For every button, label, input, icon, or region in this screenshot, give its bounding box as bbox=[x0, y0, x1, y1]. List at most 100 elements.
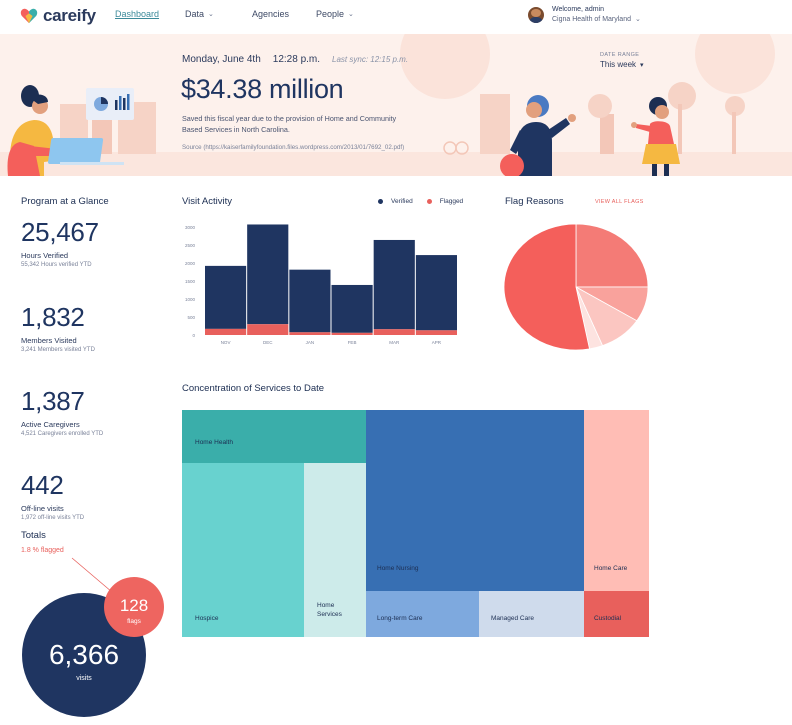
treemap-label: Custodial bbox=[594, 615, 622, 622]
app-logo[interactable]: careify bbox=[20, 6, 96, 26]
legend-verified[interactable]: Verified bbox=[378, 198, 413, 205]
treemap-cell-home-services[interactable]: Home Services bbox=[304, 463, 366, 637]
chevron-down-icon: ⌄ bbox=[635, 16, 641, 23]
hero-date: Monday, June 4th bbox=[182, 54, 261, 65]
bar-flagged[interactable] bbox=[205, 328, 247, 335]
bar-flagged[interactable] bbox=[247, 324, 289, 335]
stat-label: Hours Verified bbox=[21, 251, 69, 260]
user-menu[interactable]: Welcome, admin Cigna Health of Maryland … bbox=[528, 5, 641, 25]
hero-illustration bbox=[0, 34, 792, 176]
flags-label: flags bbox=[127, 618, 141, 625]
x-tick-label: MAR bbox=[389, 340, 400, 345]
y-tick-label: 3000 bbox=[185, 225, 196, 230]
nav-people[interactable]: People ⌄ bbox=[316, 9, 354, 19]
app-name: careify bbox=[43, 6, 96, 25]
glance-title: Program at a Glance bbox=[21, 196, 109, 207]
flags-value: 128 bbox=[120, 596, 148, 615]
stat-value: 1,387 bbox=[21, 386, 85, 416]
treemap-label: Managed Care bbox=[491, 615, 534, 622]
bar-verified[interactable] bbox=[247, 224, 289, 325]
stat-value: 25,467 bbox=[21, 217, 99, 247]
y-tick-label: 1500 bbox=[185, 279, 196, 284]
treemap-label: Home Health bbox=[195, 439, 233, 446]
pie-slice[interactable] bbox=[575, 223, 649, 288]
stat-sub: 55,342 Hours verified YTD bbox=[21, 262, 92, 268]
treemap-label: Home Services bbox=[317, 602, 342, 618]
visits-value: 6,366 bbox=[49, 639, 119, 670]
treemap-cell-home-health[interactable]: Home Health bbox=[182, 410, 304, 463]
bar-verified[interactable] bbox=[373, 239, 415, 330]
visit-legend: Verified Flagged bbox=[378, 198, 463, 205]
pie-slice[interactable] bbox=[503, 223, 590, 351]
stat-sub: 3,241 Members visited YTD bbox=[21, 347, 95, 353]
totals-bubbles: 6,366 visits 128 flags bbox=[22, 557, 164, 717]
stat-sub: 4,521 Caregivers enrolled YTD bbox=[21, 431, 104, 437]
treemap-cell-home-nursing[interactable]: Home Nursing bbox=[366, 410, 584, 591]
treemap-cell-long-term-care[interactable]: Long-term Care bbox=[366, 591, 479, 637]
last-sync: Last sync: 12:15 p.m. bbox=[332, 55, 409, 64]
x-tick-label: APR bbox=[432, 340, 442, 345]
nav-data[interactable]: Data ⌄ bbox=[185, 9, 252, 19]
treemap-label: Home Care bbox=[594, 565, 628, 572]
nav-people-label: People bbox=[316, 9, 345, 19]
treemap-cell-custodial[interactable]: Custodial bbox=[584, 591, 649, 637]
stat-caregivers: 1,387 Active Caregivers 4,521 Caregivers… bbox=[21, 387, 103, 437]
treemap-cell-home-care[interactable]: Home Care bbox=[584, 410, 649, 591]
nav-agencies[interactable]: Agencies bbox=[252, 9, 316, 19]
chevron-down-icon: ⌄ bbox=[208, 11, 214, 18]
stat-label: Active Caregivers bbox=[21, 420, 80, 429]
flags-bubble[interactable] bbox=[104, 577, 164, 637]
nav-dashboard[interactable]: Dashboard bbox=[115, 9, 185, 19]
bar-flagged[interactable] bbox=[289, 332, 331, 335]
y-tick-label: 2000 bbox=[185, 261, 196, 266]
treemap-cell-managed-care[interactable]: Managed Care bbox=[479, 591, 584, 637]
nav-data-label: Data bbox=[185, 9, 205, 19]
treemap-cell-hospice[interactable]: Hospice bbox=[182, 463, 304, 637]
treemap-label: Home Nursing bbox=[377, 565, 419, 572]
stat-value: 442 bbox=[21, 470, 64, 500]
visit-activity-title: Visit Activity bbox=[182, 196, 232, 207]
treemap-title: Concentration of Services to Date bbox=[182, 383, 325, 394]
treemap-label: Long-term Care bbox=[377, 615, 423, 622]
stat-hours: 25,467 Hours Verified 55,342 Hours verif… bbox=[21, 218, 99, 268]
bar-verified[interactable] bbox=[289, 269, 331, 333]
legend-flagged[interactable]: Flagged bbox=[426, 198, 464, 205]
savings-amount: $34.38 million bbox=[181, 74, 344, 104]
y-tick-label: 1000 bbox=[185, 297, 196, 302]
treemap-label: Hospice bbox=[195, 615, 219, 622]
stat-label: Members Visited bbox=[21, 336, 77, 345]
legend-dot bbox=[426, 199, 432, 204]
top-bar: careify Dashboard Data ⌄ Agencies People… bbox=[0, 0, 792, 34]
main-nav: Dashboard Data ⌄ Agencies People ⌄ bbox=[115, 9, 354, 19]
bar-verified[interactable] bbox=[415, 255, 457, 331]
bar-verified[interactable] bbox=[205, 265, 247, 329]
nav-dashboard-label: Dashboard bbox=[115, 9, 160, 19]
savings-description: Saved this fiscal year due to the provis… bbox=[182, 114, 397, 134]
source-link[interactable]: Source (https://kaiserfamilyfoundation.f… bbox=[182, 144, 405, 151]
flag-reasons-title: Flag Reasons bbox=[505, 196, 564, 207]
bar-flagged[interactable] bbox=[373, 329, 415, 335]
hero-banner: Monday, June 4th 12:28 p.m. Last sync: 1… bbox=[0, 34, 792, 176]
date-range-value: This week bbox=[600, 60, 637, 69]
flag-reasons-chart bbox=[503, 223, 649, 351]
stat-value: 1,832 bbox=[21, 302, 85, 332]
x-tick-label: JAN bbox=[306, 340, 315, 345]
bar-verified[interactable] bbox=[331, 284, 373, 333]
y-tick-label: 0 bbox=[192, 333, 195, 338]
y-tick-label: 500 bbox=[187, 315, 195, 320]
legend-verified-label: Verified bbox=[391, 198, 413, 205]
view-all-flags-link[interactable]: VIEW ALL FLAGS bbox=[595, 199, 644, 205]
visit-activity-chart: 0 500 1000 1500 2000 2500 3000 NOV DEC JAN FEB MAR A… bbox=[185, 224, 457, 345]
bar-flagged[interactable] bbox=[415, 330, 457, 335]
stat-members: 1,832 Members Visited 3,241 Members visi… bbox=[21, 303, 95, 353]
legend-flagged-label: Flagged bbox=[439, 198, 464, 205]
bar-flagged[interactable] bbox=[331, 332, 373, 335]
visits-label: visits bbox=[76, 675, 92, 682]
stat-label: Off-line visits bbox=[21, 504, 64, 513]
chevron-down-icon: ⌄ bbox=[348, 11, 354, 18]
totals-title: Totals bbox=[21, 530, 46, 541]
date-range-select[interactable]: DATE RANGE This week ▾ bbox=[600, 52, 644, 69]
treemap-cell-home-health-ext[interactable] bbox=[304, 410, 366, 463]
stat-sub: 1,972 off-line visits YTD bbox=[21, 515, 85, 521]
x-tick-label: DEC bbox=[263, 340, 273, 345]
